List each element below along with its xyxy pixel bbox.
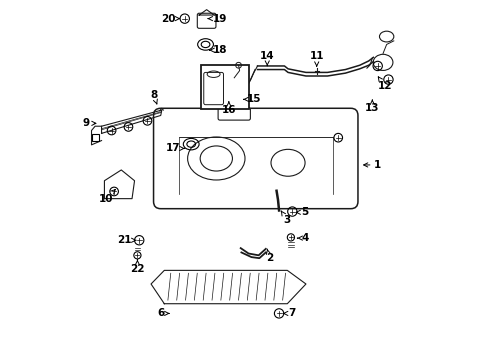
Text: 22: 22	[130, 260, 145, 274]
Text: 12: 12	[378, 77, 392, 91]
Text: 6: 6	[157, 309, 169, 318]
FancyBboxPatch shape	[204, 72, 223, 105]
Text: 1: 1	[364, 160, 381, 170]
Text: 20: 20	[161, 14, 180, 24]
Text: 14: 14	[260, 51, 274, 66]
Text: 16: 16	[221, 102, 236, 115]
Text: 19: 19	[208, 14, 227, 24]
Text: 5: 5	[296, 207, 309, 217]
Polygon shape	[104, 170, 135, 199]
Text: 3: 3	[281, 211, 291, 225]
Text: 9: 9	[83, 118, 96, 128]
Text: 18: 18	[210, 45, 227, 55]
Text: 10: 10	[98, 190, 115, 204]
FancyBboxPatch shape	[197, 13, 216, 28]
Text: 17: 17	[166, 143, 185, 153]
Text: 2: 2	[266, 249, 273, 263]
FancyBboxPatch shape	[153, 108, 358, 209]
Text: 15: 15	[244, 94, 261, 104]
FancyBboxPatch shape	[218, 108, 250, 120]
FancyBboxPatch shape	[201, 64, 249, 109]
Polygon shape	[101, 110, 162, 134]
Text: 11: 11	[310, 51, 324, 66]
Bar	[92, 134, 98, 141]
Polygon shape	[151, 270, 306, 304]
Text: 21: 21	[118, 235, 136, 245]
Text: 13: 13	[365, 100, 380, 113]
Text: 4: 4	[297, 233, 309, 243]
Text: 7: 7	[284, 309, 295, 318]
Text: 8: 8	[150, 90, 157, 104]
